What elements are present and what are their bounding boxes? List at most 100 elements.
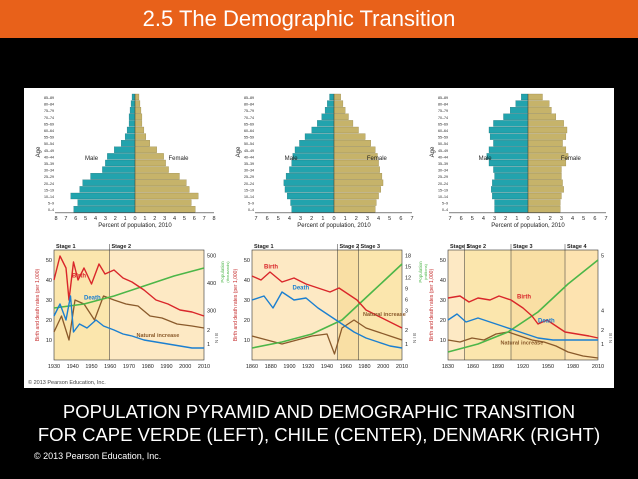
- transition-x-tick: 1950: [542, 364, 554, 370]
- pyramid-bar-female: [527, 120, 564, 127]
- pyramid-x-tick: 7: [254, 216, 257, 222]
- pyramid-bar-female: [527, 100, 550, 107]
- pyramid-bar-female: [333, 206, 376, 213]
- population-tick: 6: [405, 298, 408, 304]
- pyramid-x-tick: 5: [183, 216, 186, 222]
- pyramid-x-tick: 6: [74, 216, 77, 222]
- population-tick: 15: [405, 265, 411, 271]
- pyramid-bar-female: [333, 140, 371, 147]
- pyramid-bar-female: [527, 192, 562, 200]
- pyramid-bar-female: [134, 140, 150, 147]
- figure-svg: 85–89 80–84 75–79 70–74 65–69 60–64 55–59 50–54…: [28, 93, 624, 386]
- pyramid-bar-female: [134, 126, 145, 134]
- transition-y-tick: 40: [244, 278, 250, 284]
- pyramid-bar-female: [134, 100, 141, 107]
- pyramid-age-label: 50–54: [244, 142, 254, 146]
- nib-tick: 1: [405, 342, 408, 348]
- pyramid-x-axis-label: Percent of population, 2010: [98, 223, 172, 229]
- transition-frame: [447, 249, 599, 361]
- pyramid-age-label: 40–44: [244, 155, 254, 159]
- transition-x-tick: 2000: [377, 364, 389, 370]
- pyramid-bar-male: [107, 153, 136, 160]
- pyramid-age-label: 70–74: [44, 116, 54, 120]
- pyramid-bar-female: [333, 113, 349, 120]
- pyramid-bar-female: [134, 199, 192, 206]
- pyramid-age-label: 30–34: [244, 169, 254, 173]
- slide-title-bar: 2.5 The Demographic Transition: [0, 0, 638, 38]
- pyramid-x-tick: 0: [332, 216, 335, 222]
- death-rate-line: [53, 295, 204, 349]
- natural-increase-line: [447, 331, 599, 359]
- pyramid-bar-female: [134, 186, 190, 193]
- population-tick: 3: [405, 309, 408, 315]
- transition-frame: [251, 249, 403, 361]
- birth-label: Birth: [517, 294, 531, 300]
- transition-frame: [53, 249, 205, 361]
- pyramid-x-tick: 1: [143, 216, 146, 222]
- pyramid-bar-male: [294, 146, 335, 153]
- natural-increase-label: Natural increase: [137, 333, 180, 339]
- population-tick: 5: [601, 254, 604, 260]
- population-unit-label: (millions): [423, 263, 428, 280]
- pyramid-age-label: 0–4: [248, 208, 254, 212]
- pyramid-x-tick: 2: [153, 216, 156, 222]
- pyramid-bar-male: [329, 93, 335, 101]
- stage-band: [565, 250, 598, 360]
- pyramid-age-label: 25–29: [244, 175, 254, 179]
- pyramid-age-label: 65–69: [438, 122, 448, 126]
- pyramid-bar-female: [527, 133, 567, 140]
- transition-x-tick: 1980: [142, 364, 154, 370]
- birth-label: Birth: [264, 265, 278, 271]
- pyramid-age-axis-label: Age: [236, 146, 242, 157]
- pyramid-bar-male: [105, 159, 136, 167]
- birth-rate-line: [447, 295, 599, 339]
- nib-label: N I B: [412, 333, 417, 343]
- pyramid-age-label: 20–24: [244, 182, 254, 186]
- pyramid-bar-male: [128, 120, 136, 127]
- pyramid-age-label: 40–44: [44, 155, 54, 159]
- pyramid-bar-female: [527, 173, 562, 180]
- pyramid-age-label: 30–34: [44, 169, 54, 173]
- figure-panel: 85–89 80–84 75–79 70–74 65–69 60–64 55–59 50–54…: [24, 88, 624, 388]
- pyramid-x-tick: 5: [388, 216, 391, 222]
- pyramid-male-label: Male: [285, 156, 299, 162]
- pyramid-bar-male: [289, 166, 335, 173]
- pyramid-age-label: 45–49: [244, 149, 254, 153]
- pyramid-bar-male: [324, 107, 335, 114]
- death-label: Death: [84, 296, 101, 302]
- transition-y-tick: 10: [46, 338, 52, 344]
- nib-tick: 1: [207, 342, 210, 348]
- pyramid-female-label: Female: [367, 156, 388, 162]
- stage-label: Stage 4: [567, 244, 588, 250]
- stage-band: [358, 250, 402, 360]
- population-unit-label: (thousands): [225, 261, 230, 283]
- pyramid-x-tick: 6: [460, 216, 463, 222]
- birth-label: Birth: [72, 274, 86, 280]
- transition-x-tick: 1890: [492, 364, 504, 370]
- pyramid-bar-male: [311, 126, 335, 134]
- pyramid-x-tick: 6: [266, 216, 269, 222]
- stage-band: [464, 250, 511, 360]
- pyramid-bar-male: [291, 159, 335, 167]
- transition-x-tick: 1830: [442, 364, 454, 370]
- natural-increase-label: Natural increase: [501, 341, 544, 347]
- pyramid-age-label: 55–59: [244, 136, 254, 140]
- transition-y-tick: 10: [244, 338, 250, 344]
- transition-x-tick: 2010: [198, 364, 210, 370]
- pyramid-x-tick: 7: [604, 216, 607, 222]
- transition-x-tick: 1980: [358, 364, 370, 370]
- pyramid-x-axis-label: Percent of population, 2010: [297, 223, 371, 229]
- pyramid-bar-female: [134, 206, 196, 213]
- pyramid-age-label: 50–54: [438, 142, 448, 146]
- pyramid-bar-male: [90, 173, 136, 180]
- pyramid-bar-male: [491, 186, 529, 193]
- pyramid-age-label: 25–29: [438, 175, 448, 179]
- pyramid-bar-male: [494, 206, 529, 213]
- pyramid-bar-female: [333, 100, 344, 107]
- pyramid-male-label: Male: [479, 156, 493, 162]
- pyramid-bar-female: [333, 166, 380, 173]
- pyramid-age-label: 85–89: [44, 96, 54, 100]
- pyramid-bar-female: [134, 107, 142, 114]
- transition-y-tick: 50: [244, 258, 250, 264]
- nib-label: N I B: [214, 333, 219, 343]
